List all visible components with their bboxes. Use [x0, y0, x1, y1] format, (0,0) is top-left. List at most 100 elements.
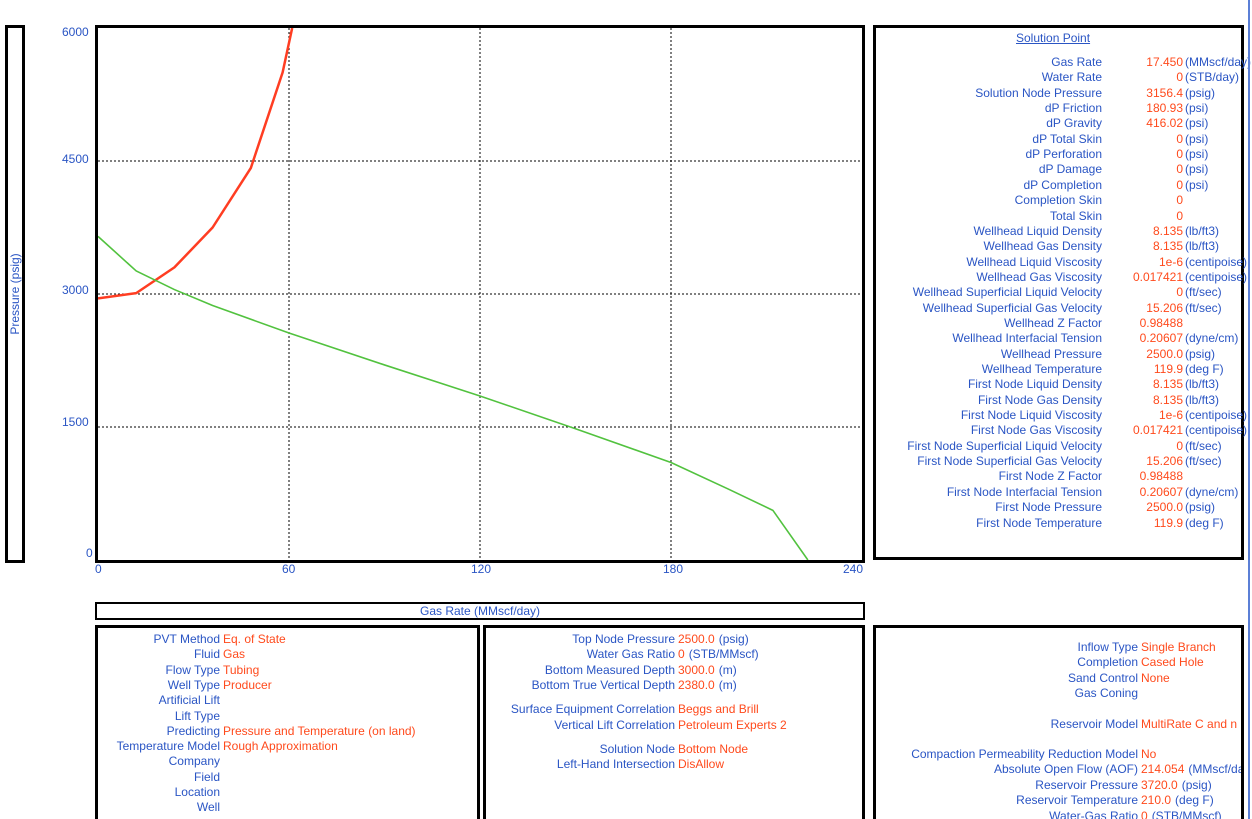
solution-row: Gas Rate 17.450 (MMscf/day): [876, 55, 1251, 70]
lift-info-row: Top Node Pressure 2500.0 (psig): [486, 632, 862, 647]
reservoir-info-value-wrap: 0 (STB/MMscf): [1141, 809, 1222, 819]
solution-unit: (psi): [1185, 147, 1209, 162]
reservoir-info-value: Single Branch: [1141, 640, 1216, 654]
solution-unit: (psig): [1185, 500, 1216, 515]
x-tick-label: 180: [663, 562, 684, 576]
reservoir-info-label: Sand Control: [1067, 670, 1138, 685]
reservoir-info-panel: Inflow Type Single Branch Completion Cased …: [873, 625, 1244, 819]
solution-row: First Node Pressure 2500.0 (psig): [876, 500, 1241, 515]
solution-row: Wellhead Z Factor 0.98488: [876, 316, 1241, 331]
well-info-panel: PVT Method Eq. of State Fluid Gas Flow Type T…: [95, 625, 480, 819]
solution-value: 8.135: [1152, 223, 1183, 238]
solution-label: Wellhead Pressure: [1000, 346, 1102, 361]
lift-info-row: Solution Node Bottom Node: [486, 742, 862, 757]
lift-info-value-wrap: 3000.0 (m): [678, 663, 737, 677]
well-info-row: Location: [98, 785, 477, 800]
lift-info-value: 2500.0: [678, 632, 715, 646]
solution-value: 180.93: [1146, 101, 1183, 116]
reservoir-info-row: Inflow Type Single Branch: [876, 640, 1241, 655]
well-info-label: Well Type: [167, 677, 220, 692]
solution-unit: (psi): [1185, 131, 1209, 146]
solution-value: 8.135: [1152, 239, 1183, 254]
well-info-label: Field: [193, 769, 220, 784]
solution-value: 0: [1176, 208, 1183, 223]
well-info-label: Artificial Lift: [158, 693, 220, 708]
lift-info-panel: Top Node Pressure 2500.0 (psig) Water Gas R…: [483, 625, 865, 819]
y-axis-label: Pressure (psig): [5, 25, 25, 563]
well-info-row: Field: [98, 770, 477, 785]
reservoir-info-label: Completion: [1077, 655, 1138, 670]
lift-info-unit: (psig): [718, 632, 749, 646]
solution-unit: (lb/ft3): [1185, 239, 1220, 254]
x-tick-label: 60: [282, 562, 296, 576]
chart-svg: [98, 28, 862, 560]
solution-value: 2500.0: [1146, 500, 1183, 515]
solution-row: Wellhead Pressure 2500.0 (psig): [876, 347, 1241, 362]
reservoir-info-label: Compaction Permeability Reduction Model: [911, 747, 1138, 761]
y-tick-label: 1500: [62, 415, 89, 429]
solution-unit: (centipoise): [1185, 254, 1248, 269]
solution-unit: (dyne/cm): [1185, 484, 1239, 499]
solution-label: dP Completion: [1023, 177, 1103, 192]
lift-info-row: Vertical Lift Correlation Petroleum Exper…: [486, 718, 862, 733]
y-tick-label: 0: [86, 546, 93, 560]
series-line-red: [98, 28, 294, 300]
solution-row: dP Perforation 0 (psi): [876, 147, 1241, 162]
lift-info-value: DisAllow: [678, 757, 725, 772]
solution-row: Wellhead Liquid Viscosity 1e-6 (centipoise…: [876, 255, 1247, 270]
solution-unit: (psi): [1185, 162, 1209, 177]
solution-unit: (deg F): [1185, 362, 1224, 376]
y-tick-label: 4500: [62, 152, 89, 166]
solution-row: dP Friction 180.93 (psi): [876, 101, 1241, 116]
lift-info-label: Vertical Lift Correlation: [554, 717, 675, 732]
lift-info-row: Bottom Measured Depth 3000.0 (m): [486, 663, 862, 678]
reservoir-info-label: Reservoir Model: [1050, 716, 1138, 731]
solution-value: 0: [1176, 177, 1183, 192]
lift-info-label: Solution Node: [599, 741, 675, 756]
well-info-row: Company: [98, 754, 477, 769]
lift-info-value-wrap: 0 (STB/MMscf): [678, 647, 759, 661]
well-info-value: Pressure and Temperature (on land): [223, 723, 416, 738]
solution-unit: (ft/sec): [1185, 454, 1222, 469]
reservoir-info-value-wrap: Single Branch: [1141, 640, 1216, 654]
lift-info-row: Bottom True Vertical Depth 2380.0 (m): [486, 678, 862, 693]
solution-unit: (lb/ft3): [1185, 392, 1220, 407]
solution-value: 15.206: [1146, 300, 1183, 315]
window-edge: [1248, 0, 1250, 819]
reservoir-info-value-wrap: 214.054(MMscf/day): [1141, 762, 1241, 776]
y-tick-label: 3000: [62, 283, 89, 297]
solution-value: 8.135: [1152, 392, 1183, 407]
solution-label: First Node Liquid Viscosity: [960, 408, 1102, 423]
solution-value: 416.02: [1146, 116, 1183, 131]
solution-value: 0: [1176, 193, 1183, 208]
reservoir-info-row: Sand Control None: [876, 671, 1241, 686]
solution-row: dP Gravity 416.02 (psi): [876, 116, 1241, 131]
lift-info-unit: (m): [718, 662, 737, 677]
solution-unit: (lb/ft3): [1185, 223, 1220, 238]
solution-row: First Node Liquid Density 8.135 (lb/ft3): [876, 377, 1241, 392]
y-axis-title: Pressure (psig): [8, 253, 22, 335]
well-info-label: Flow Type: [165, 662, 220, 677]
well-info-label: Predicting: [166, 723, 220, 738]
solution-value: 119.9: [1153, 515, 1183, 530]
solution-row: First Node Liquid Viscosity 1e-6 (centipoi…: [876, 408, 1247, 423]
well-info-value: Producer: [223, 677, 272, 692]
y-tick-label: 6000: [62, 25, 89, 39]
solution-row: Wellhead Liquid Density 8.135 (lb/ft3): [876, 224, 1241, 239]
well-info-label: Lift Type: [174, 708, 220, 723]
solution-row: Total Skin 0: [876, 209, 1241, 224]
reservoir-info-row: Completion Cased Hole: [876, 655, 1241, 670]
reservoir-info-value: MultiRate C and n: [1141, 716, 1238, 731]
solution-row: Wellhead Gas Density 8.135 (lb/ft3): [876, 239, 1241, 254]
lift-info-value: Beggs and Brill: [678, 702, 759, 717]
solution-unit: (dyne/cm): [1185, 331, 1239, 346]
solution-unit: (psi): [1185, 116, 1209, 131]
x-axis-title: Gas Rate (MMscf/day): [419, 604, 541, 618]
reservoir-info-row: Reservoir Model MultiRate C and n: [876, 717, 1241, 732]
well-info-row: Well: [98, 800, 477, 815]
well-info-label: Location: [174, 785, 220, 799]
solution-label: First Node Pressure: [995, 500, 1102, 515]
solution-label: First Node Superficial Liquid Velocity: [907, 438, 1102, 453]
solution-label: dP Perforation: [1025, 147, 1103, 162]
lift-info-label: Top Node Pressure: [572, 632, 675, 646]
